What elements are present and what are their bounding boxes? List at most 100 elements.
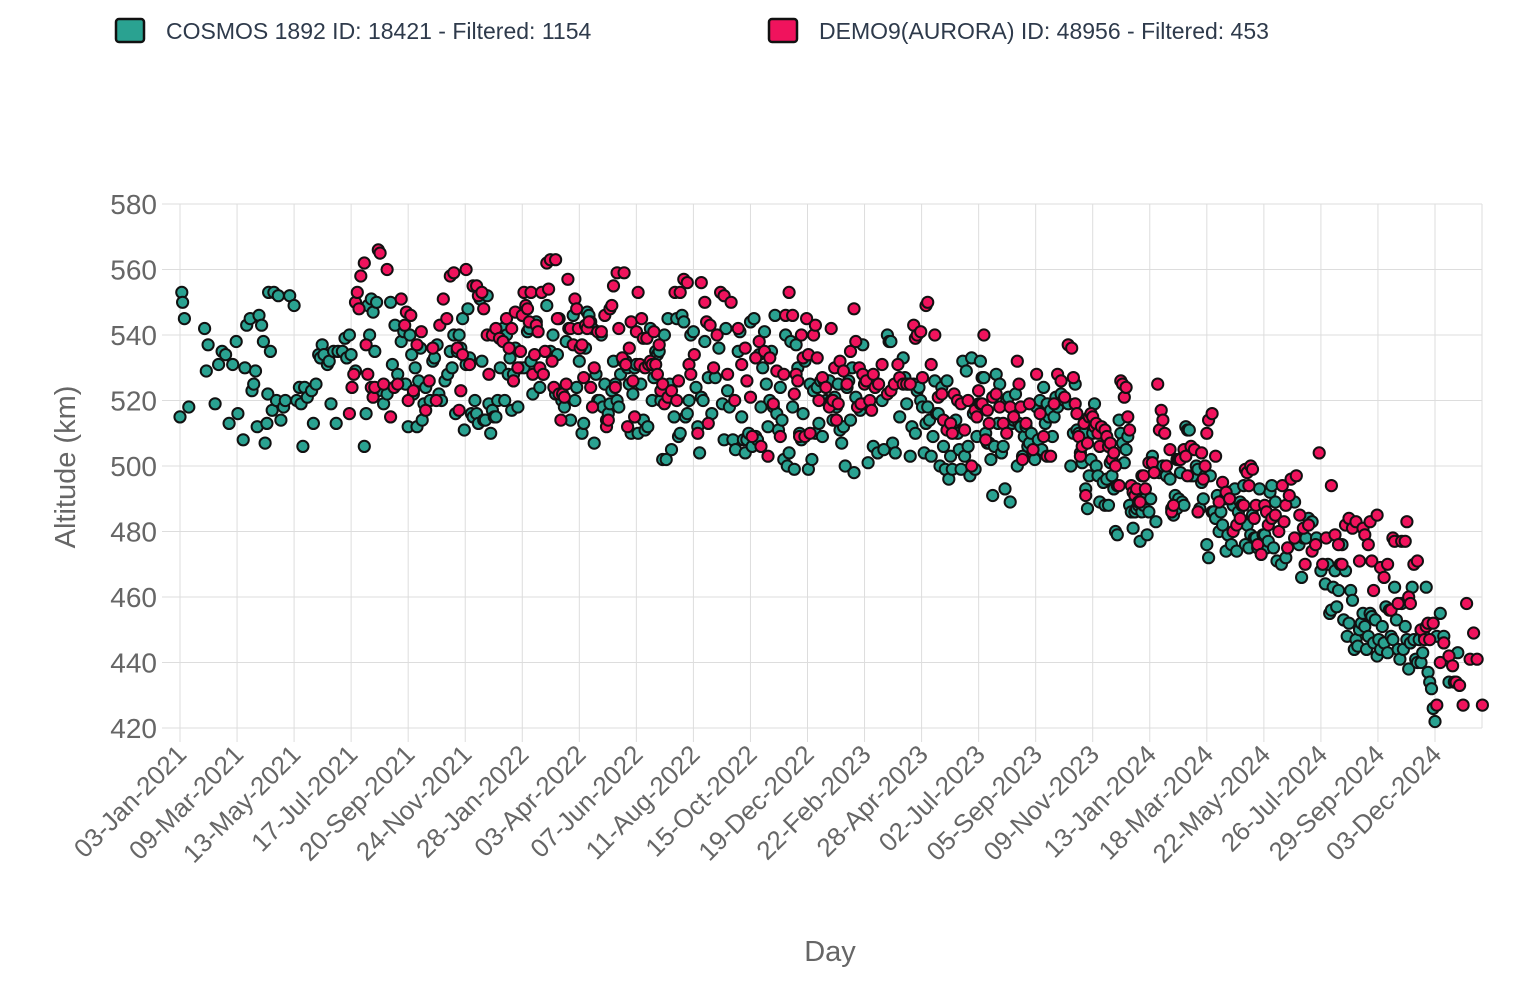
demo9-data-point (743, 390, 758, 404)
cosmos-data-point (1389, 613, 1404, 627)
demo9-data-point (1198, 459, 1212, 473)
demo9-data-point (506, 374, 521, 388)
y-tick-label: 480 (110, 517, 157, 548)
demo9-data-point (980, 403, 995, 417)
demo9-data-point (1037, 429, 1051, 444)
cosmos-data-point (1110, 528, 1124, 542)
demo9-data-point (670, 393, 684, 408)
demo9-data-point (1293, 508, 1307, 522)
demo9-data-point (1316, 557, 1330, 571)
demo9-data-point (724, 295, 738, 309)
demo9-data-point (1453, 678, 1467, 693)
demo9-data-point (582, 315, 596, 329)
cosmos-data-point (468, 393, 482, 408)
demo9-data-point (513, 344, 528, 358)
cosmos-data-point (176, 295, 190, 309)
demo9-data-point (1233, 511, 1247, 526)
demo9-data-point (698, 295, 712, 309)
demo9-data-point (754, 439, 768, 453)
cosmos-data-point (533, 380, 547, 394)
legend-label-cosmos: COSMOS 1892 ID: 18421 - Filtered: 1154 (166, 18, 591, 44)
cosmos-data-point (961, 439, 975, 453)
cosmos-data-point (677, 315, 691, 329)
demo9-data-point (1133, 495, 1147, 509)
demo9-data-point (1247, 511, 1261, 526)
demo9-data-point (631, 285, 645, 299)
cosmos-data-point (324, 397, 338, 411)
demo9-data-point (601, 413, 615, 427)
cosmos-data-point (884, 334, 898, 349)
demo9-data-point (622, 341, 636, 355)
cosmos-data-point (287, 298, 301, 313)
cosmos-data-point (756, 361, 770, 375)
demo9-data-point (791, 374, 805, 388)
cosmos-data-point (1142, 505, 1156, 519)
legend-swatch-cosmos (114, 17, 146, 44)
cosmos-data-point (667, 410, 681, 424)
legend-item-demo9[interactable]: DEMO9(AURORA) ID: 48956 - Filtered: 453 (767, 17, 1269, 44)
demo9-data-point (1423, 633, 1437, 647)
cosmos-data-point (735, 410, 749, 424)
cosmos-data-point (977, 371, 991, 385)
demo9-data-point (1456, 698, 1470, 712)
demo9-data-point (961, 393, 975, 408)
demo9-data-point (1065, 341, 1079, 355)
cosmos-data-point (570, 380, 584, 394)
cosmos-data-point (754, 400, 768, 414)
cosmos-data-point (296, 439, 310, 453)
demo9-data-point (406, 384, 420, 398)
demo9-data-point (1223, 492, 1237, 506)
cosmos-data-point (812, 416, 826, 430)
demo9-data-point (354, 269, 368, 283)
demo9-data-point (463, 357, 477, 372)
demo9-data-point (843, 344, 858, 358)
cosmos-data-point (309, 377, 323, 391)
demo9-data-point (703, 318, 717, 332)
demo9-data-point (865, 403, 879, 417)
demo9-data-point (914, 325, 928, 339)
cosmos-data-point (1331, 583, 1346, 598)
series-demo9-points (342, 243, 1490, 712)
demo9-data-point (1156, 413, 1170, 427)
cosmos-data-point (236, 433, 250, 447)
demo9-data-point (1475, 698, 1490, 712)
demo9-data-point (570, 302, 584, 316)
cosmos-data-point (1416, 646, 1430, 660)
demo9-data-point (520, 302, 535, 316)
demo9-data-point (1147, 466, 1161, 480)
demo9-data-point (528, 348, 542, 362)
demo9-data-point (608, 380, 622, 394)
y-tick-label: 560 (110, 255, 157, 286)
demo9-data-point (482, 367, 496, 381)
demo9-data-point (1309, 538, 1323, 552)
demo9-data-point (561, 272, 575, 286)
demo9-data-point (707, 361, 721, 375)
demo9-data-point (1022, 397, 1037, 411)
legend[interactable]: COSMOS 1892 ID: 18421 - Filtered: 1154 D… (114, 17, 1269, 44)
y-axis-ticks: 420 440 460 480 500 520 540 560 580 (110, 189, 157, 744)
demo9-data-point (1079, 488, 1093, 503)
demo9-data-point (1361, 538, 1375, 552)
cosmos-data-point (1163, 472, 1177, 486)
demo9-data-point (391, 377, 405, 391)
demo9-data-point (1012, 377, 1026, 391)
demo9-data-point (1403, 596, 1418, 611)
cosmos-data-point (787, 462, 801, 476)
cosmos-data-point (847, 466, 861, 480)
demo9-data-point (531, 325, 545, 339)
demo9-data-point (1245, 462, 1260, 476)
legend-item-cosmos[interactable]: COSMOS 1892 ID: 18421 - Filtered: 1154 (114, 17, 591, 44)
y-axis-title: Altitude (km) (50, 386, 82, 549)
cosmos-data-point (1375, 619, 1389, 634)
demo9-data-point (373, 246, 387, 260)
cosmos-data-point (1126, 521, 1140, 535)
demo9-data-point (773, 429, 787, 444)
cosmos-data-point (924, 449, 938, 463)
demo9-data-point (1209, 449, 1223, 463)
cosmos-data-point (641, 420, 655, 434)
cosmos-data-point (789, 338, 803, 352)
cosmos-data-point (936, 439, 951, 453)
demo9-data-point (831, 397, 845, 411)
demo9-data-point (1242, 479, 1256, 493)
